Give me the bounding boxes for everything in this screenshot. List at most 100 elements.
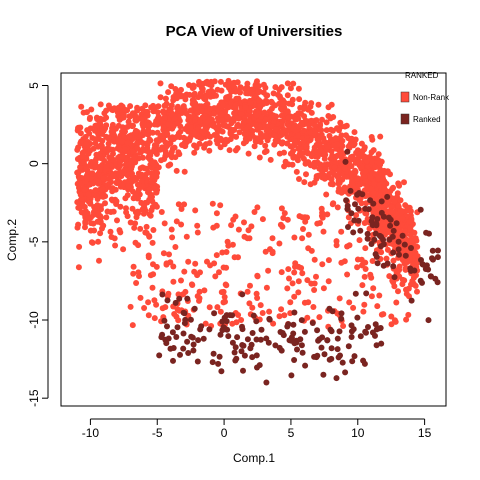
ranked-point [350,326,357,333]
ranked-point [355,217,362,224]
non-rank-point [241,233,248,240]
non-rank-point [75,204,82,211]
non-rank-point [158,209,165,215]
non-rank-point [279,129,286,136]
ranked-point [288,372,295,379]
non-rank-point [412,282,419,289]
non-rank-point [305,299,312,306]
non-rank-point [172,86,179,92]
non-rank-point [194,293,201,300]
non-rank-point [403,286,409,293]
ranked-point [302,362,309,369]
non-rank-point [402,266,409,273]
non-rank-point [242,126,249,133]
non-rank-point [77,130,84,137]
non-rank-point [244,80,251,87]
ranked-point [423,229,430,236]
non-rank-point [395,288,401,295]
non-rank-point [97,155,104,162]
non-rank-point [408,281,414,288]
series-non-rank [74,77,421,330]
non-rank-point [407,232,414,239]
non-rank-point [216,269,222,276]
non-rank-point [303,171,309,178]
y-axis-label: Comp.2 [5,219,19,261]
non-rank-point [299,270,306,277]
non-rank-point [342,165,348,172]
non-rank-point [261,149,268,156]
non-rank-point [142,229,149,236]
non-rank-point [330,200,337,207]
non-rank-point [271,132,278,139]
non-rank-point [289,280,296,287]
non-rank-point [361,301,368,308]
non-rank-point [180,134,187,141]
non-rank-point [357,181,364,188]
non-rank-point [166,251,172,258]
non-rank-point [223,264,230,271]
ranked-point [349,358,356,365]
non-rank-point [126,133,133,140]
non-rank-point [167,135,174,142]
ranked-point [408,245,414,251]
non-rank-point [293,116,300,123]
ranked-point [258,326,265,333]
ranked-point [249,354,256,361]
ranked-point [345,343,352,350]
non-rank-point [146,136,153,143]
non-rank-point [320,228,327,235]
non-rank-point [229,320,236,327]
non-rank-point [97,119,103,126]
non-rank-point [370,285,377,292]
non-rank-point [285,114,292,121]
non-rank-point [245,150,252,157]
non-rank-point [276,93,283,100]
ranked-point [240,367,246,374]
ranked-point [344,148,351,155]
non-rank-point [339,137,346,144]
non-rank-point [363,158,370,165]
non-rank-point [364,192,371,198]
legend-swatch [400,91,410,103]
ranked-point [194,358,201,365]
non-rank-point [284,140,291,147]
ranked-point [369,214,376,221]
ranked-point [158,334,165,341]
non-rank-point [247,99,254,106]
non-rank-point [395,180,402,187]
non-rank-point [403,316,410,323]
non-rank-point [360,174,367,181]
non-rank-point [352,168,359,175]
legend-title: RANKED [405,71,439,80]
ranked-point [190,341,197,348]
ranked-point [232,344,239,351]
non-rank-point [214,304,221,311]
non-rank-point [385,227,392,234]
non-rank-point [115,122,122,129]
non-rank-point [324,144,331,150]
ranked-point [336,328,343,335]
non-rank-point [353,212,360,219]
non-rank-point [220,288,227,295]
non-rank-point [343,122,350,129]
non-rank-point [266,308,273,315]
non-rank-point [212,273,219,280]
non-rank-point [388,321,395,328]
non-rank-point [109,185,116,192]
ranked-point [385,214,392,221]
ranked-point [407,265,414,272]
ranked-point [217,331,224,338]
non-rank-point [219,117,225,124]
non-rank-point [173,218,180,225]
ranked-point [184,338,191,345]
non-rank-point [233,133,240,140]
non-rank-point [119,138,126,145]
non-rank-point [137,294,144,301]
non-rank-point [263,92,270,99]
non-rank-point [332,136,339,143]
non-rank-point [385,208,392,215]
non-rank-point [296,96,303,103]
non-rank-point [88,220,95,227]
ranked-point [253,352,260,359]
non-rank-point [92,136,99,143]
